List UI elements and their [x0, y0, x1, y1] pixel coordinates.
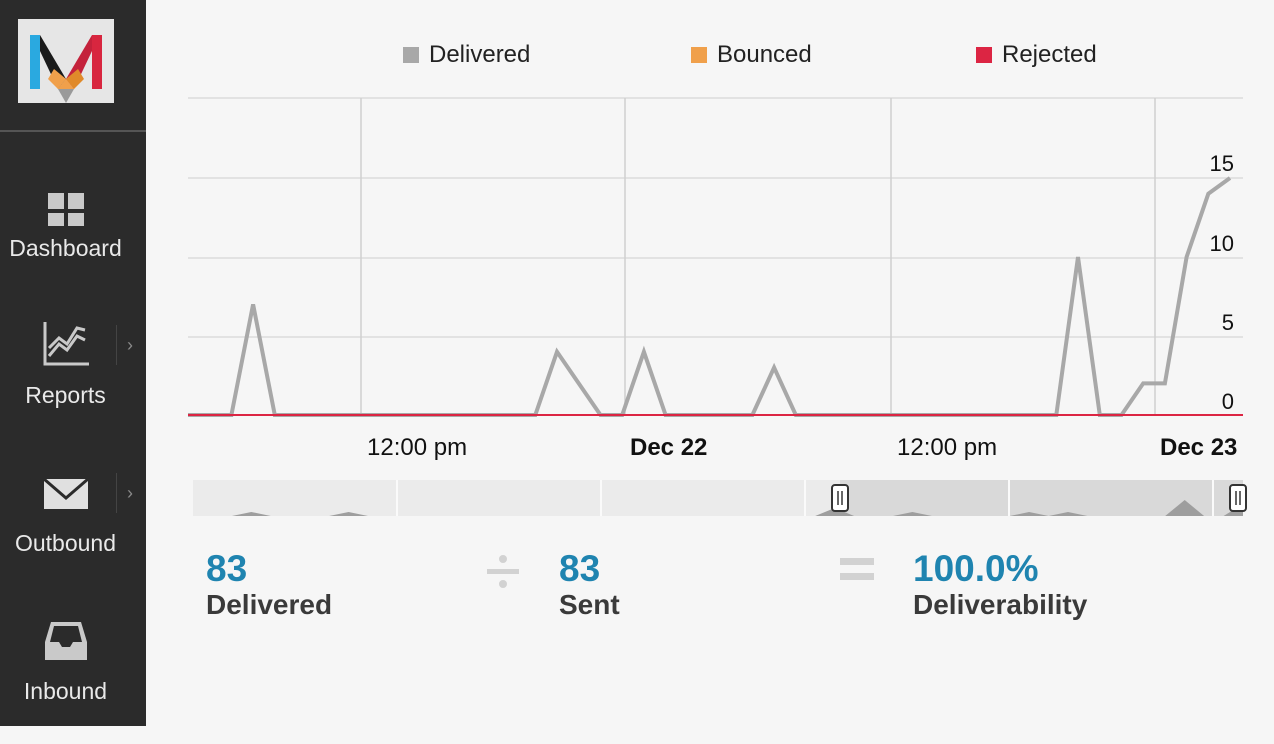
- mandrill-logo[interactable]: [18, 19, 114, 103]
- sidebar-item-outbound[interactable]: › Outbound: [0, 456, 146, 596]
- stat-delivered: 83 Delivered: [206, 548, 332, 620]
- x-tick-label: 12:00 pm: [897, 434, 998, 461]
- legend-item-delivered[interactable]: Delivered: [403, 38, 530, 72]
- sidebar-item-inbound[interactable]: Inbound: [0, 604, 146, 744]
- legend-swatch-delivered: [403, 47, 419, 63]
- reports-chevron-icon[interactable]: ›: [116, 325, 143, 365]
- reports-chart-icon: [41, 318, 91, 368]
- navigator-handle-left[interactable]: [831, 484, 849, 512]
- divide-icon: [486, 554, 520, 593]
- legend-swatch-bounced: [691, 47, 707, 63]
- delivery-chart[interactable]: [146, 0, 1274, 520]
- legend-swatch-rejected: [976, 47, 992, 63]
- equals-icon: [840, 556, 874, 587]
- sidebar-item-label: Reports: [25, 382, 106, 408]
- sidebar-item-label: Outbound: [14, 530, 117, 556]
- stat-deliverability: 100.0% Deliverability: [913, 548, 1087, 620]
- sidebar-divider: [0, 130, 146, 132]
- stat-label: Sent: [559, 589, 620, 620]
- inbox-tray-icon: [41, 616, 91, 666]
- sidebar-item-label: Inbound: [23, 678, 108, 704]
- sidebar-item-dashboard[interactable]: Dashboard: [0, 160, 146, 300]
- legend-label: Delivered: [429, 41, 531, 68]
- envelope-icon: [41, 470, 91, 520]
- stat-label: Delivered: [206, 589, 333, 620]
- legend-item-bounced[interactable]: Bounced: [691, 38, 812, 72]
- stat-value: 100.0%: [913, 548, 1039, 589]
- navigator-handle-right[interactable]: [1229, 484, 1247, 512]
- dashboard-grid-icon: [41, 176, 91, 229]
- stat-sent: 83 Sent: [559, 548, 620, 620]
- x-tick-label: 12:00 pm: [367, 434, 468, 461]
- chart-legend: Delivered Bounced Rejected: [146, 38, 1274, 72]
- stat-value: 83: [559, 548, 601, 589]
- legend-label: Bounced: [717, 41, 812, 68]
- stat-label: Deliverability: [913, 589, 1088, 620]
- logo-mark: [30, 35, 102, 103]
- sidebar: Dashboard › Reports › Outbound: [0, 0, 146, 726]
- y-tick-label: 0: [1221, 389, 1234, 414]
- x-tick-label: Dec 23: [1160, 434, 1238, 461]
- sidebar-item-label: Dashboard: [9, 235, 122, 261]
- y-tick-label: 15: [1209, 151, 1234, 176]
- series-line-delivered: [188, 176, 1232, 417]
- sidebar-item-reports[interactable]: › Reports: [0, 308, 146, 448]
- y-tick-label: 5: [1221, 310, 1234, 335]
- main-content: Delivered Bounced Rejected 15 10 5 0 12:…: [146, 0, 1274, 726]
- stat-value: 83: [206, 548, 248, 589]
- y-tick-label: 10: [1209, 231, 1234, 256]
- legend-item-rejected[interactable]: Rejected: [976, 38, 1097, 72]
- x-tick-label: Dec 22: [630, 434, 708, 461]
- legend-label: Rejected: [1002, 41, 1097, 68]
- outbound-chevron-icon[interactable]: ›: [116, 473, 143, 513]
